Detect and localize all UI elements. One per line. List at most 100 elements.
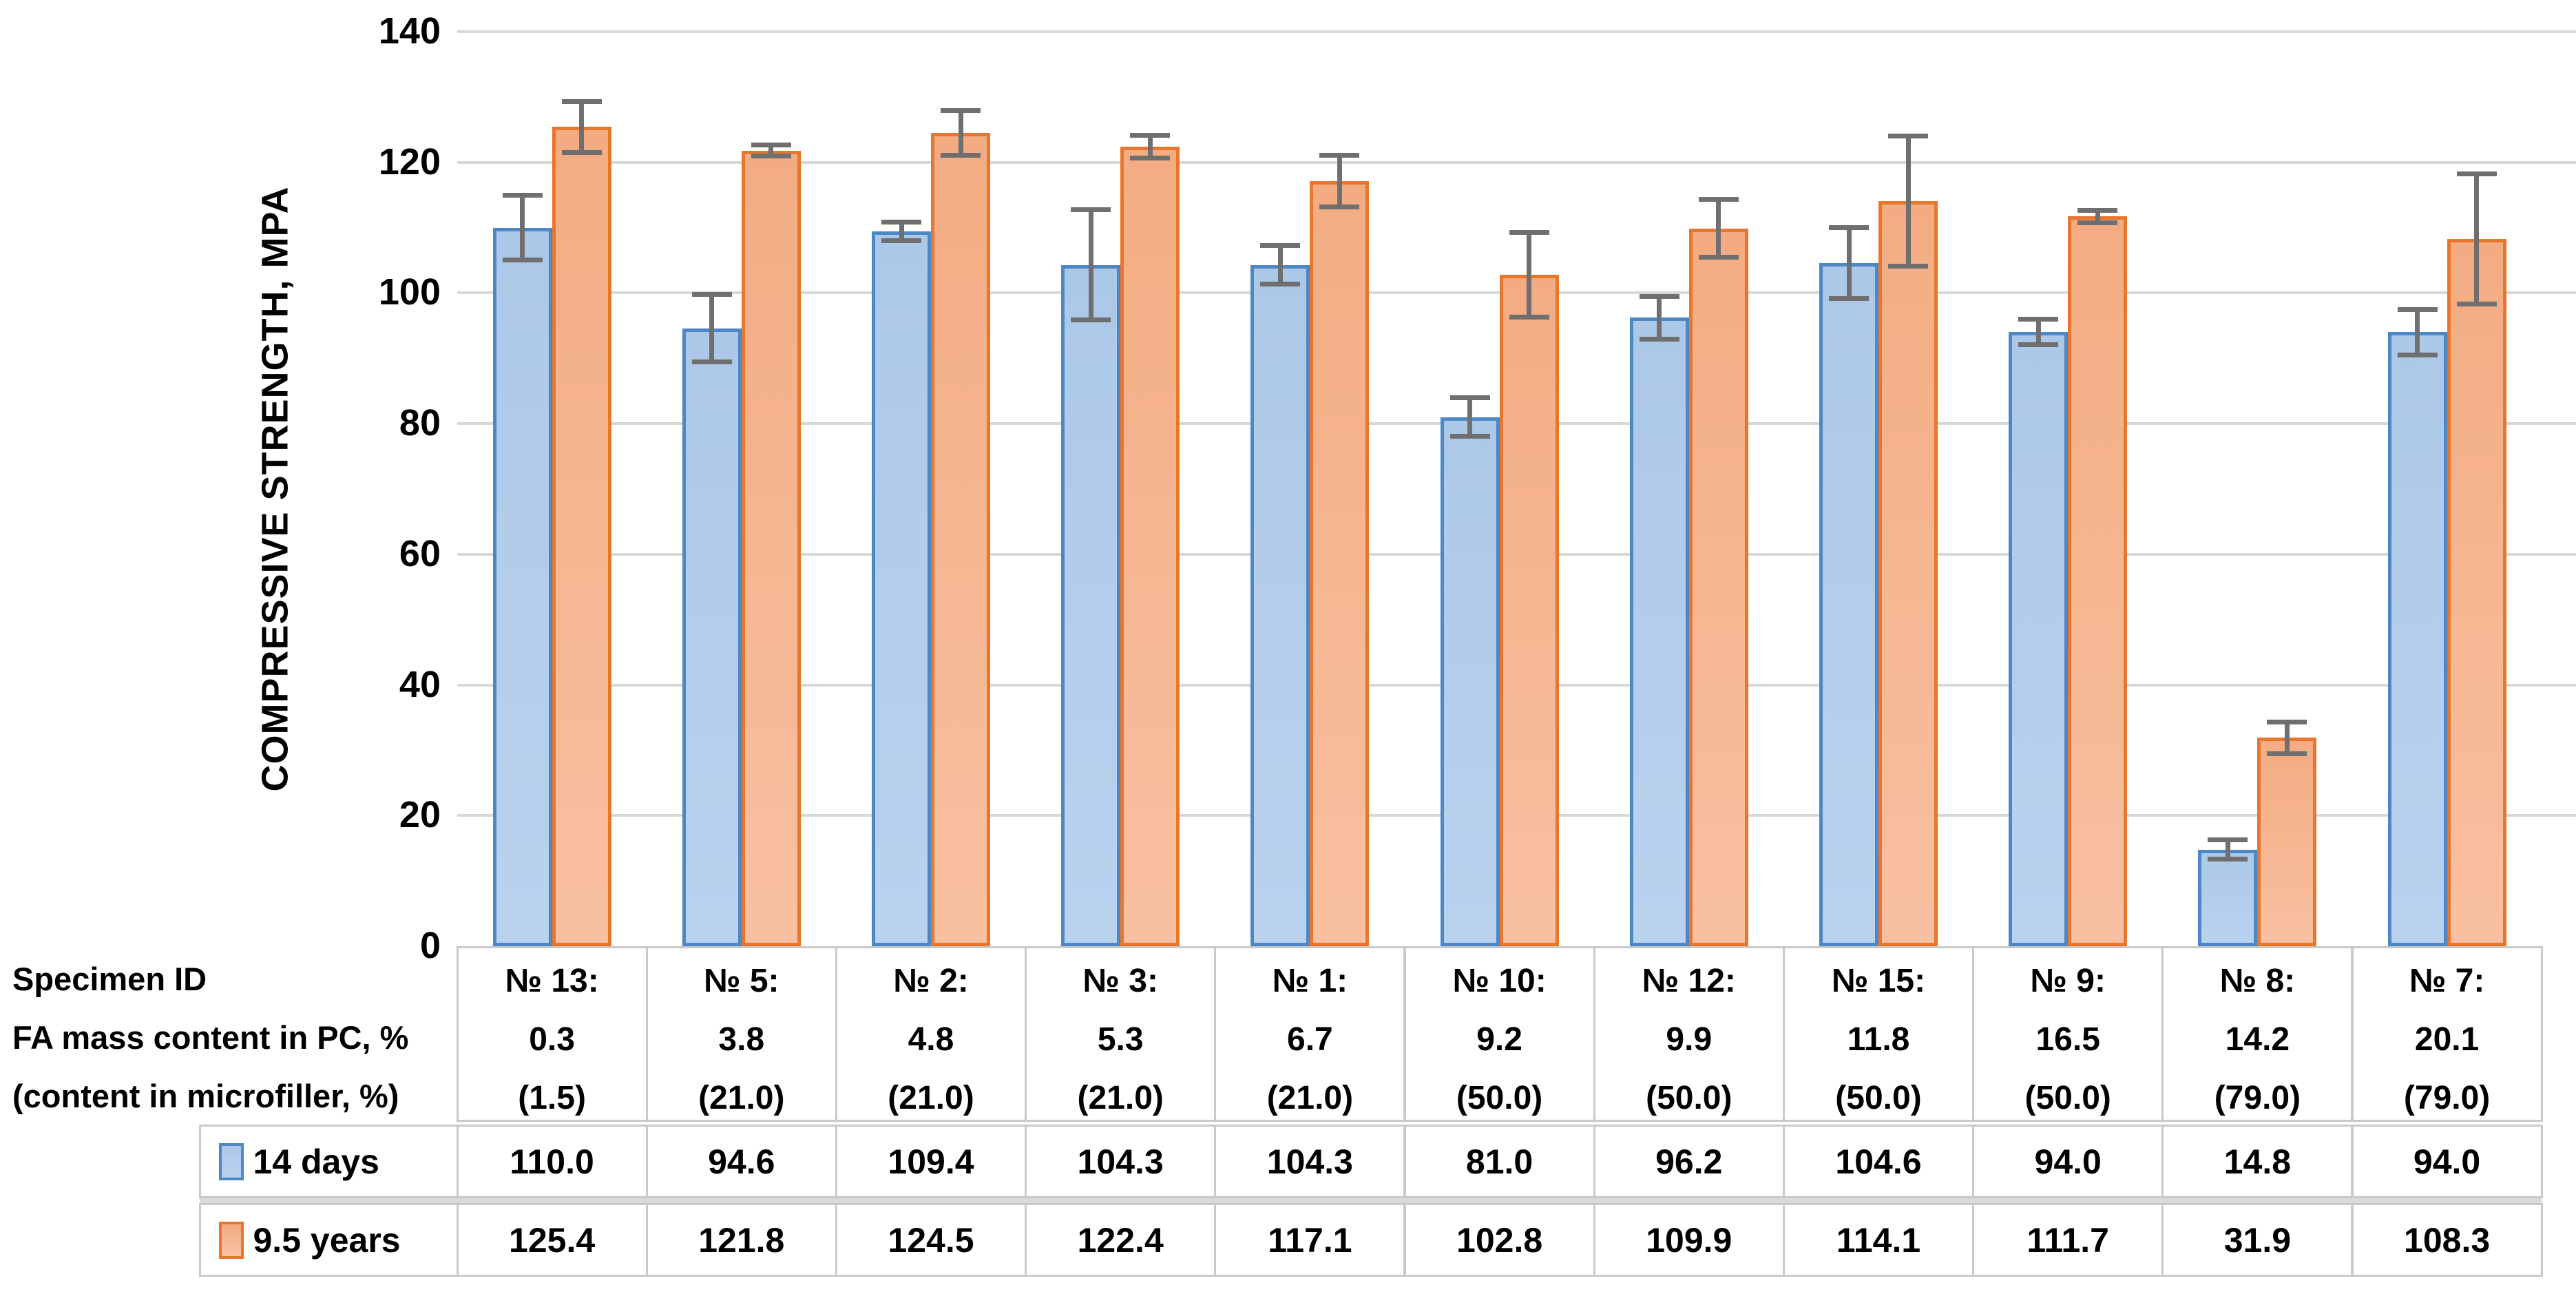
bar-9-5-years--15- — [1878, 200, 1938, 946]
error-bar-line — [1337, 155, 1342, 208]
error-bar-cap-bottom — [2077, 220, 2118, 225]
error-bar-cap-bottom — [2397, 352, 2438, 357]
bar-9-5-years--3- — [1120, 146, 1180, 946]
value-cell-9-5-years--13-: 125.4 — [456, 1203, 648, 1277]
error-bar-cap-top — [2397, 307, 2438, 313]
error-bar-line — [958, 109, 963, 156]
header-fa-content: 9.2 — [1476, 1021, 1522, 1058]
category-header-cell: № 9: 16.5 (50.0) — [1972, 946, 2164, 1122]
legend-swatch-9-5-years — [218, 1221, 244, 1259]
row-separator — [200, 1198, 2542, 1203]
legend-swatch-14-days — [218, 1142, 244, 1180]
header-specimen-id: № 15: — [1831, 963, 1926, 999]
error-bar-cap-bottom — [1260, 282, 1301, 287]
error-bar-cap-bottom — [1888, 263, 1928, 269]
error-bar-line — [2225, 839, 2230, 859]
value-cell-9-5-years--10-: 102.8 — [1403, 1203, 1595, 1277]
header-fa-content: 6.7 — [1287, 1021, 1333, 1058]
error-bar-cap-top — [751, 143, 791, 148]
bar-9-5-years--8- — [2257, 738, 2317, 946]
value-cell-9-5-years--7-: 108.3 — [2351, 1203, 2543, 1277]
error-bar-line — [2095, 209, 2100, 223]
legend-row-14-days: 14 days — [198, 1125, 459, 1198]
value-cell-14-days--8-: 14.8 — [2161, 1125, 2354, 1198]
error-bar-cap-top — [1449, 395, 1490, 401]
value-cell-14-days--12-: 96.2 — [1593, 1125, 1785, 1198]
value-cell-14-days--7-: 94.0 — [2351, 1125, 2543, 1198]
value-cell-14-days--5-: 94.6 — [645, 1125, 837, 1198]
bar-9-5-years--13- — [552, 127, 611, 946]
value-cell-9-5-years--3-: 122.4 — [1025, 1203, 1217, 1277]
error-bar-cap-top — [1888, 133, 1928, 138]
value-cell-9-5-years--15-: 114.1 — [1782, 1203, 1975, 1277]
error-bar-line — [1905, 135, 1911, 267]
header-microfiller: (50.0) — [1646, 1080, 1732, 1116]
bar-9-5-years--7- — [2447, 238, 2506, 946]
header-fa-content: 16.5 — [2035, 1021, 2100, 1058]
header-microfiller: (21.0) — [1077, 1080, 1164, 1116]
header-fa-content: 3.8 — [718, 1021, 765, 1058]
error-bar-line — [709, 294, 715, 362]
header-specimen-id: № 7: — [2409, 963, 2485, 999]
error-bar-line — [579, 101, 585, 154]
header-specimen-id: № 10: — [1452, 963, 1547, 999]
value-cell-14-days--10-: 81.0 — [1403, 1125, 1595, 1198]
bar-9-5-years--2- — [931, 133, 990, 946]
header-microfiller: (21.0) — [1266, 1080, 1354, 1116]
error-bar-cap-top — [1260, 243, 1301, 249]
error-bar-cap-bottom — [751, 154, 791, 159]
error-bar-cap-top — [1509, 230, 1549, 236]
bar-14-days--3- — [1061, 264, 1121, 946]
category-header-cell: № 10: 9.2 (50.0) — [1403, 946, 1595, 1122]
bar-9-5-years--10- — [1499, 274, 1559, 946]
header-microfiller: (21.0) — [698, 1080, 785, 1116]
error-bar-line — [2284, 721, 2290, 755]
value-cell-14-days--9-: 94.0 — [1972, 1125, 2164, 1198]
error-bar-cap-bottom — [941, 153, 981, 158]
bar-14-days--15- — [1819, 262, 1878, 946]
legend-label: 9.5 years — [253, 1220, 401, 1260]
header-microfiller: (79.0) — [2214, 1080, 2301, 1116]
y-tick-label: 60 — [399, 532, 441, 574]
error-bar-cap-top — [2077, 207, 2118, 213]
error-bar-line — [768, 145, 774, 157]
bar-9-5-years--5- — [741, 150, 801, 946]
error-bar-cap-top — [1130, 132, 1171, 138]
error-bar-line — [899, 222, 904, 242]
error-bar-cap-bottom — [2018, 342, 2059, 348]
value-cell-9-5-years--8-: 31.9 — [2161, 1203, 2354, 1277]
y-tick-label: 20 — [399, 794, 441, 836]
value-cell-9-5-years--5-: 121.8 — [645, 1203, 837, 1277]
error-bar-cap-top — [2267, 719, 2307, 724]
error-bar-cap-bottom — [1449, 434, 1490, 439]
value-cell-14-days--13-: 110.0 — [456, 1125, 648, 1198]
error-bar-cap-top — [1319, 153, 1360, 158]
value-cell-14-days--15-: 104.6 — [1782, 1125, 1975, 1198]
value-cell-14-days--2-: 109.4 — [835, 1125, 1027, 1198]
y-tick-label: 120 — [378, 140, 441, 182]
header-fa-content: 11.8 — [1847, 1021, 1910, 1058]
error-bar-cap-bottom — [691, 359, 732, 364]
error-bar-cap-bottom — [1829, 295, 1869, 301]
error-bar-cap-bottom — [1698, 255, 1739, 260]
error-bar-cap-top — [1829, 225, 1869, 230]
value-cell-14-days--3-: 104.3 — [1025, 1125, 1217, 1198]
y-tick-label: 100 — [378, 271, 441, 313]
header-microfiller: (50.0) — [2024, 1080, 2111, 1116]
bar-14-days--2- — [872, 231, 931, 946]
bar-14-days--10- — [1440, 417, 1500, 946]
y-tick-label: 140 — [378, 10, 441, 52]
header-fa-content: 0.3 — [529, 1021, 575, 1058]
category-header-cell: № 3: 5.3 (21.0) — [1025, 946, 1217, 1122]
header-specimen-id: № 9: — [2030, 963, 2106, 999]
header-specimen-id: № 12: — [1642, 963, 1736, 999]
header-microfiller: (21.0) — [888, 1080, 974, 1116]
header-microfiller: (50.0) — [1835, 1080, 1922, 1116]
error-bar-cap-top — [1698, 196, 1739, 202]
bar-14-days--5- — [682, 328, 742, 946]
bar-9-5-years--1- — [1310, 181, 1370, 946]
error-bar-cap-top — [2018, 317, 2059, 322]
category-header-cell: № 8: 14.2 (79.0) — [2161, 946, 2354, 1122]
value-cell-9-5-years--1-: 117.1 — [1214, 1203, 1406, 1277]
